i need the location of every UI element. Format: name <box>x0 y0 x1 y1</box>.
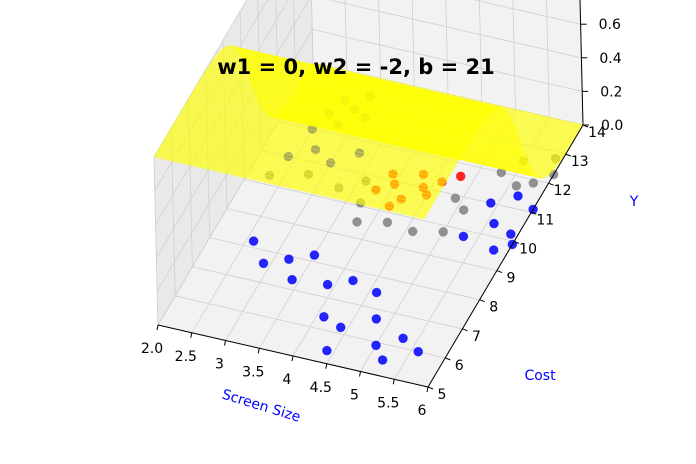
data-point <box>458 205 469 215</box>
x-tick-mark <box>156 324 159 331</box>
data-point <box>511 181 522 191</box>
data-point <box>455 171 466 182</box>
x-tick-mark <box>325 363 328 369</box>
data-point <box>506 229 516 239</box>
decision-surface <box>153 45 584 220</box>
z-tick-label: 0.6 <box>599 17 621 33</box>
grid-line-z <box>156 28 583 292</box>
data-point <box>398 333 408 344</box>
z-tick-label: 0.0 <box>601 118 623 134</box>
y-tick-mark <box>496 270 503 274</box>
y-tick-label: 7 <box>472 329 481 345</box>
y-tick-mark <box>462 328 468 332</box>
data-point <box>377 355 388 365</box>
data-point <box>528 178 539 188</box>
data-point <box>322 279 333 290</box>
x-tick-label: 5.5 <box>377 395 399 411</box>
data-point <box>319 312 329 322</box>
data-point <box>248 236 259 246</box>
x-tick-label: 3.5 <box>242 364 264 380</box>
x-tick-label: 2.5 <box>175 349 197 365</box>
x-tick-label: 2.0 <box>141 341 163 357</box>
x-tick-label: 4.5 <box>310 380 332 396</box>
data-point <box>488 245 499 255</box>
x-tick-mark <box>359 371 361 377</box>
y-axis-line <box>427 124 584 388</box>
x-tick-label: 6 <box>418 403 427 419</box>
tick-labels: 2.0 2.5 3 3.5 4 4.5 5 5.5 65678910111213140.00.2… <box>141 17 623 419</box>
y-tick-mark <box>479 299 485 303</box>
data-point <box>287 274 297 285</box>
z-tick-label: 0.2 <box>600 84 622 100</box>
x-tick-mark <box>291 355 294 362</box>
x-tick-mark <box>426 386 429 393</box>
data-point <box>486 198 496 208</box>
data-point <box>309 250 320 260</box>
x-tick-mark <box>190 332 193 338</box>
y-tick-mark <box>531 211 537 215</box>
z-tick-label: 0.4 <box>599 51 621 67</box>
data-point <box>348 275 358 286</box>
data-point <box>407 226 418 237</box>
y-tick-label: 5 <box>438 387 447 403</box>
y-tick-mark <box>513 240 520 244</box>
z-axis-label: Y <box>629 194 639 210</box>
y-tick-label: 14 <box>588 125 606 141</box>
data-point <box>258 258 269 269</box>
surface-patch <box>153 153 427 220</box>
x-tick-label: 3 <box>215 357 224 373</box>
data-point <box>450 193 461 203</box>
data-point <box>382 217 393 228</box>
grid-line-z <box>153 0 248 158</box>
grid-line-z <box>156 0 582 259</box>
data-point <box>335 322 346 333</box>
data-point <box>322 345 332 356</box>
x-tick-label: 5 <box>350 388 359 404</box>
data-point <box>352 217 362 227</box>
data-point <box>489 218 499 229</box>
x-tick-mark <box>224 340 226 346</box>
y-tick-label: 9 <box>506 271 515 287</box>
y-tick-label: 6 <box>455 358 464 374</box>
y-axis-label: Cost <box>524 368 556 384</box>
y-tick-mark <box>565 153 571 157</box>
x-tick-mark <box>257 348 260 354</box>
chart-title: w1 = 0, w2 = -2, b = 21 <box>217 55 494 79</box>
data-point <box>413 346 424 357</box>
x-tick-mark <box>392 379 395 385</box>
data-point <box>284 254 294 265</box>
y-tick-mark <box>548 182 554 186</box>
data-point <box>458 231 469 242</box>
y-tick-label: 11 <box>536 212 554 228</box>
y-tick-label: 13 <box>571 154 589 170</box>
y-tick-label: 10 <box>519 241 537 257</box>
data-point <box>371 340 381 351</box>
data-point <box>371 314 382 324</box>
y-tick-mark <box>445 357 451 361</box>
data-point <box>438 227 449 237</box>
data-point <box>513 191 523 201</box>
y-tick-label: 8 <box>489 300 498 316</box>
z-axis-line <box>579 0 584 126</box>
data-point <box>371 287 382 298</box>
y-tick-label: 12 <box>554 183 572 199</box>
x-tick-label: 4 <box>283 372 292 388</box>
y-tick-mark <box>427 386 434 390</box>
